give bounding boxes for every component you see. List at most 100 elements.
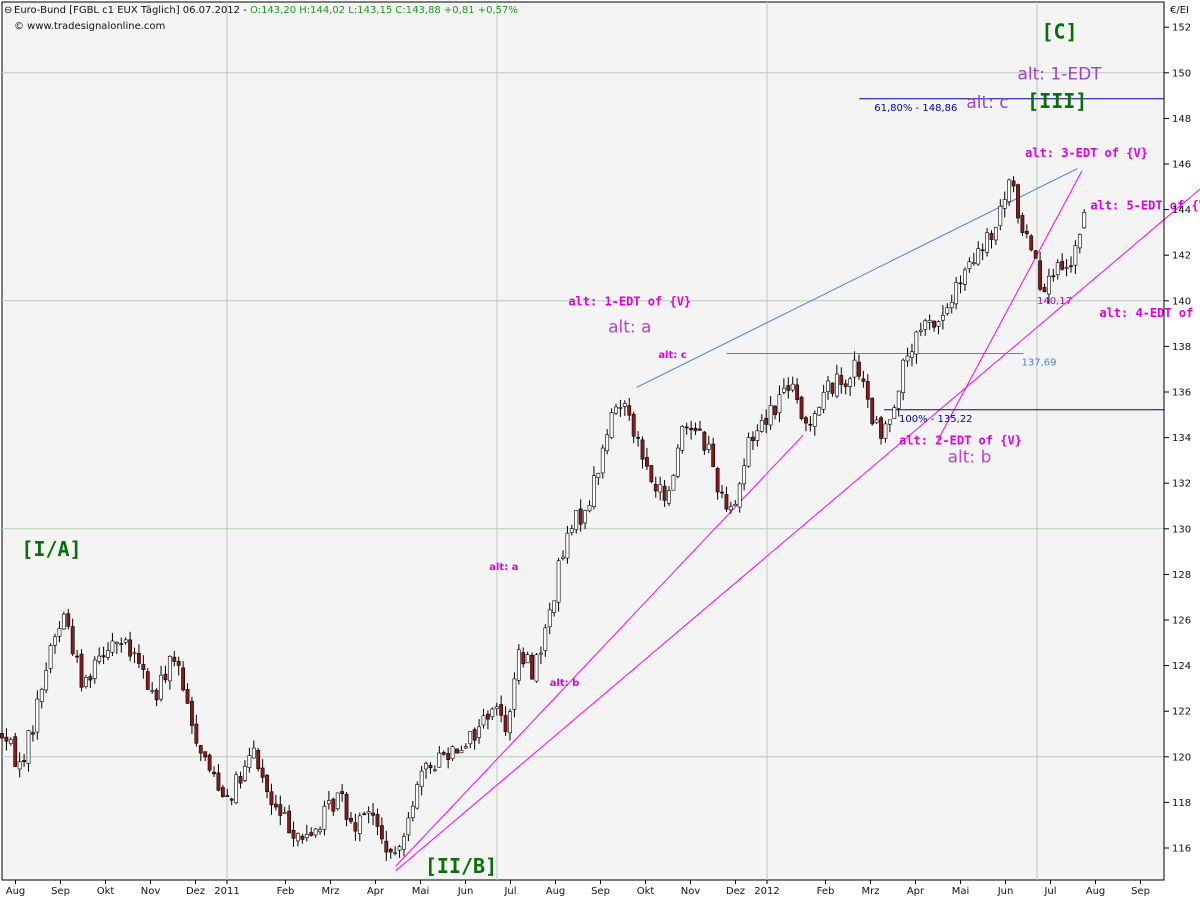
candle-body [313,828,318,836]
collapse-icon[interactable]: ⊖ [4,5,12,16]
x-tick-label: Aug [1086,886,1106,897]
candle-body [273,803,278,808]
candle-body [322,805,327,830]
candle-body [216,772,221,791]
candle-body [379,825,384,840]
candle-body [326,800,331,805]
candle-body [684,426,689,429]
candle-body [1011,180,1016,187]
candle-body [698,428,702,431]
candle-body [234,774,239,804]
wave-annotation: alt: b [948,448,992,468]
candle-body [278,804,283,816]
candle-body [300,835,305,840]
candle-body [335,792,340,810]
magenta-trend-line [395,188,1200,872]
candle-body [441,752,446,755]
y-tick-label: 140 [1172,296,1191,307]
candle-body [980,249,985,252]
candle-body [304,834,309,839]
candle-body [733,503,738,507]
wave-annotation: alt: 2-EDT of {V} [899,433,1022,447]
instrument-label: Euro-Bund [FGBL c1 EUX Täglich] 06.07.20… [14,5,250,16]
x-tick-label: Okt [97,886,115,897]
candle-body [777,394,782,414]
wave-annotation: alt: 5-EDT of {V} [1090,199,1200,213]
candle-body [66,613,71,627]
candle-body [282,812,287,814]
candle-body [742,465,747,485]
candle-body [247,755,252,768]
candle-body [472,729,477,741]
y-tick-label: 144 [1172,205,1191,216]
candle-body [446,753,451,760]
candle-body [397,846,402,851]
wave-annotation: alt: 1-EDT of {V} [568,294,691,308]
candle-body [410,805,415,818]
candle-body [883,423,888,439]
y-tick-label: 148 [1172,114,1191,125]
candle-body [181,667,186,691]
candle-body [949,302,954,309]
candle-body [318,829,322,833]
y-tick-label: 128 [1172,570,1191,581]
candle-body [8,739,13,744]
candle-body [291,829,296,839]
candle-body [534,654,539,682]
candle-body [256,749,261,770]
candle-body [609,412,614,438]
candle-body [1038,260,1042,290]
candle-body [786,385,791,391]
candle-body [1007,179,1012,203]
candle-body [640,439,645,460]
candle-body [145,671,150,690]
candle-body [1051,275,1056,278]
x-tick-label: Mai [952,886,970,897]
candle-body [622,403,627,407]
y-tick-label: 146 [1172,160,1191,171]
level-label: 61,80% - 148,86 [874,103,957,114]
wave-annotation: alt: 1-EDT [1017,65,1102,85]
candle-body [781,387,786,393]
candle-body [265,774,269,793]
candle-body [989,232,994,240]
candle-body [746,437,751,467]
candle-body [296,833,300,842]
candle-body [132,652,137,655]
candle-body [759,420,764,432]
candle-body [269,791,274,806]
candle-body [432,769,437,772]
candle-body [583,510,587,524]
candle-body [896,390,901,409]
x-tick-label: Apr [367,886,385,897]
candle-body [587,504,592,512]
candle-body [88,676,93,681]
candle-body [419,770,424,788]
candle-body [84,676,88,687]
candle-body [424,763,428,770]
candle-body [940,315,945,321]
candle-body [393,852,398,855]
candle-body [450,746,455,760]
candle-body [362,813,367,816]
candle-body [918,329,923,332]
magenta-trend-line [937,170,1083,441]
candle-body [468,731,473,745]
candle-body [627,405,632,416]
candle-body [870,397,875,425]
wave-annotation: alt: a [489,562,518,573]
candle-body [106,650,110,658]
x-tick-label: Dez [726,886,745,897]
overlay-lines: 61,80% - 148,86 100% - 135,22 137,69 140,17 [395,98,1200,872]
candle-body [552,600,557,613]
candle-body [843,383,848,387]
candle-body [494,706,499,709]
x-tick-label: Sep [51,886,70,897]
candle-body [384,840,389,853]
candle-body [198,745,203,754]
candle-body [349,817,353,822]
y-tick-label: 116 [1172,844,1191,855]
candle-body [428,764,433,769]
candle-body [13,736,18,767]
candle-body [671,475,676,491]
